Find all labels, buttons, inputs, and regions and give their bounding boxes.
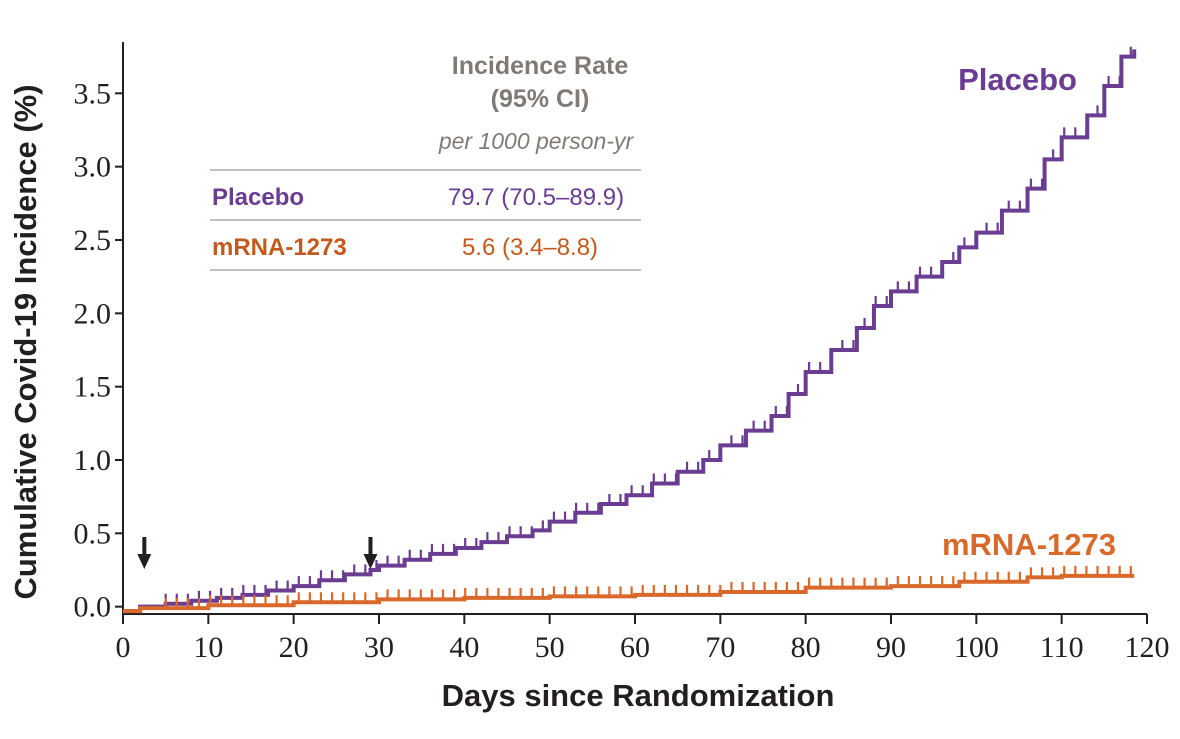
dose-arrow-icon: [137, 537, 152, 569]
y-tick-label: 3.5: [74, 77, 112, 110]
x-tick-label: 30: [364, 631, 394, 664]
mrna-series-label: mRNA-1273: [942, 527, 1116, 562]
incidence-table: Incidence Rate (95% CI) per 1000 person-…: [210, 52, 641, 271]
y-tick-label: 3.0: [74, 151, 112, 184]
y-axis-title: Cumulative Covid-19 Incidence (%): [8, 84, 43, 599]
x-tick-label: 0: [116, 631, 131, 664]
placebo-series-label: Placebo: [958, 62, 1077, 97]
y-tick-label: 0.5: [74, 517, 112, 550]
table-row-placebo-value: 79.7 (70.5–89.9): [448, 184, 624, 211]
dose-arrow-icon: [363, 537, 378, 569]
x-axis-ticks: 0 10 20 30 40 50 60 70 80 90 100 110 120: [116, 614, 1170, 664]
mrna-series: [123, 565, 1135, 614]
series-lines: [123, 46, 1137, 614]
x-tick-label: 50: [535, 631, 565, 664]
table-row-mrna-name: mRNA-1273: [212, 234, 347, 261]
x-tick-label: 80: [791, 631, 821, 664]
y-tick-label: 1.5: [74, 371, 112, 404]
y-tick-label: 2.0: [74, 297, 112, 330]
x-axis-title: Days since Randomization: [442, 678, 835, 713]
y-tick-label: 1.0: [74, 444, 112, 477]
y-axis-ticks: 0.0 0.5 1.0 1.5 2.0 2.5 3.0 3.5: [74, 77, 123, 624]
x-tick-label: 60: [620, 631, 650, 664]
table-row-placebo-name: Placebo: [212, 184, 304, 211]
table-header-line2: (95% CI): [491, 85, 590, 113]
x-tick-label: 10: [193, 631, 223, 664]
placebo-series: [123, 46, 1137, 614]
y-tick-label: 0.0: [74, 591, 112, 624]
series-step-line: [123, 573, 1135, 614]
x-tick-label: 40: [449, 631, 479, 664]
dose-arrows: [137, 537, 378, 569]
x-tick-label: 90: [876, 631, 906, 664]
arrow-head: [363, 554, 378, 569]
x-tick-label: 120: [1125, 631, 1170, 664]
series-step-line: [123, 49, 1137, 614]
x-tick-label: 110: [1040, 631, 1084, 664]
x-tick-label: 70: [705, 631, 735, 664]
x-tick-label: 20: [279, 631, 309, 664]
table-subheader: per 1000 person-yr: [438, 128, 635, 154]
table-header-line1: Incidence Rate: [452, 52, 629, 80]
y-tick-label: 2.5: [74, 224, 112, 257]
table-row-mrna-value: 5.6 (3.4–8.8): [462, 234, 598, 261]
arrow-head: [137, 554, 152, 569]
x-tick-label: 100: [954, 631, 999, 664]
